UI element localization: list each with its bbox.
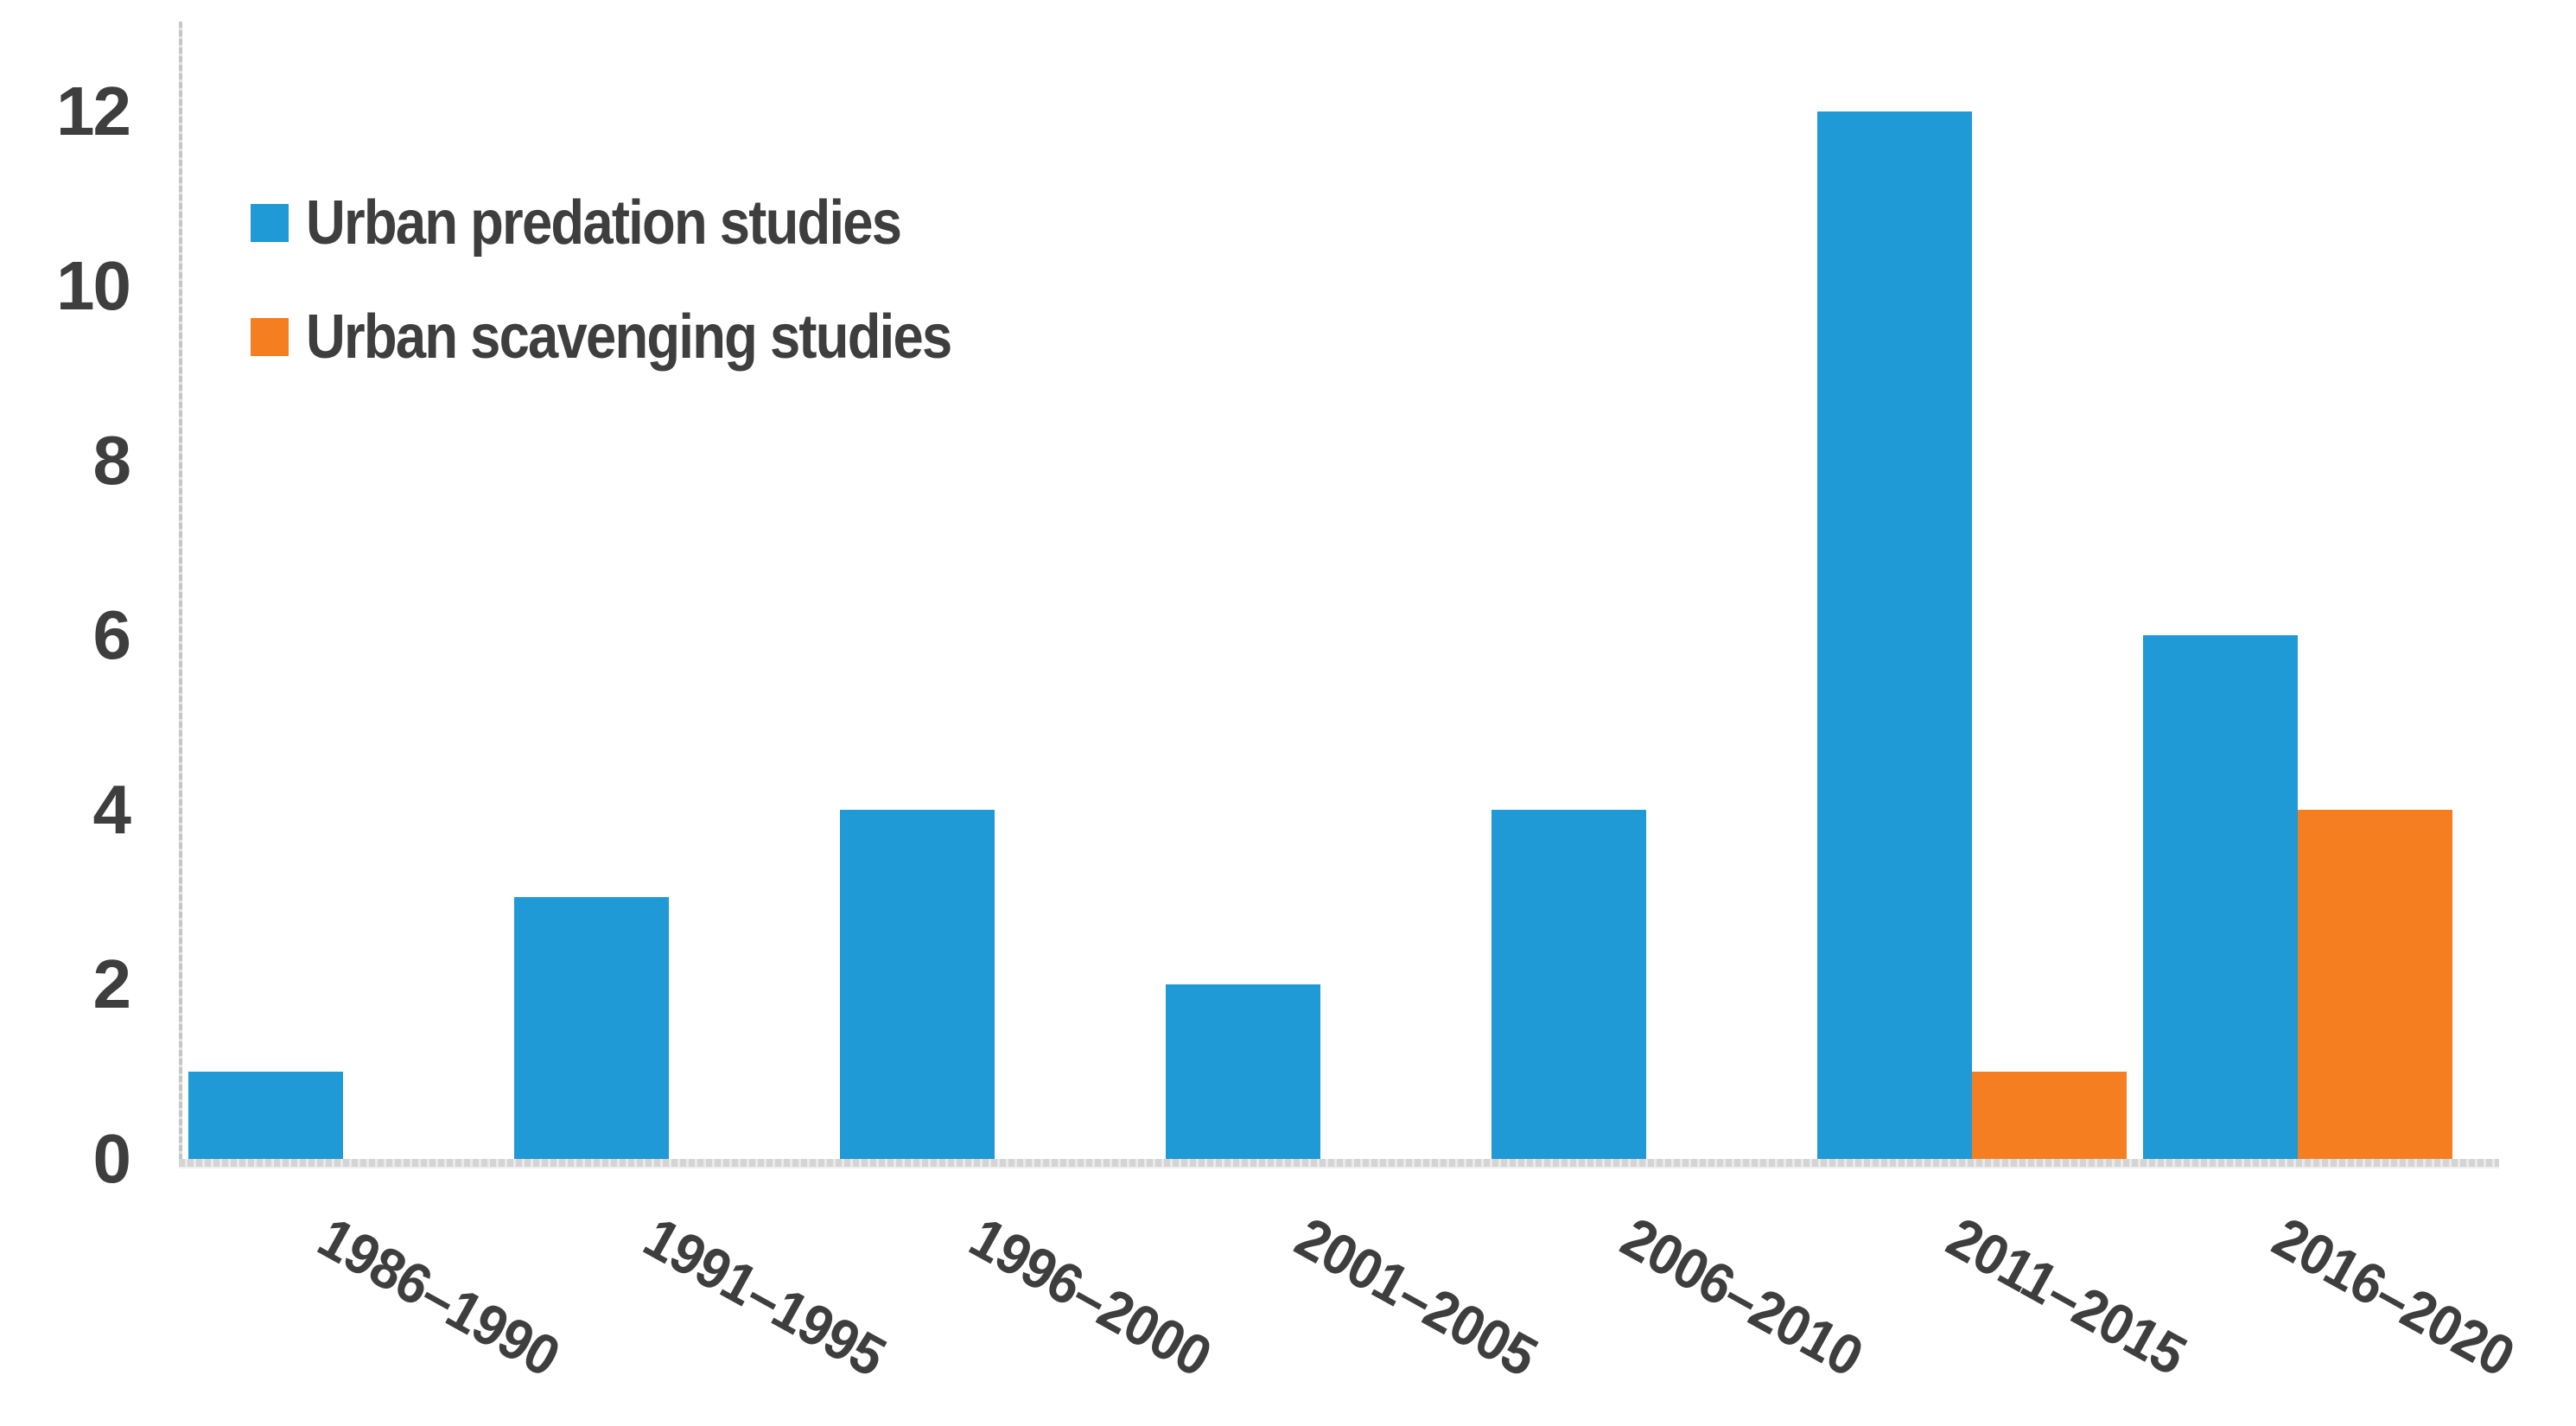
predation-bar <box>840 810 995 1159</box>
legend-label-predation: Urban predation studies <box>306 188 902 258</box>
legend-item-predation: Urban predation studies <box>251 188 1039 258</box>
legend-swatch-scavenging <box>251 318 289 356</box>
x-tick-label: 2006–2010 <box>1611 1204 1873 1389</box>
scavenging-bar <box>1972 1072 2127 1159</box>
y-tick-label: 2 <box>92 945 132 1022</box>
x-tick-label: 1986–1990 <box>308 1204 570 1389</box>
y-axis-line <box>179 22 182 1167</box>
x-tick-label: 1996–2000 <box>959 1204 1222 1389</box>
legend-item-scavenging: Urban scavenging studies <box>251 302 1039 372</box>
y-tick-label: 10 <box>56 247 131 324</box>
x-tick-label: 2001–2005 <box>1285 1204 1548 1389</box>
y-tick-label: 6 <box>92 596 132 673</box>
y-tick-label: 4 <box>92 771 132 848</box>
legend-swatch-predation <box>251 204 289 242</box>
x-tick-label: 1991–1995 <box>633 1204 896 1389</box>
predation-bar <box>2143 635 2298 1159</box>
predation-bar <box>1492 810 1646 1159</box>
y-tick-label: 12 <box>56 73 131 150</box>
legend-label-scavenging: Urban scavenging studies <box>306 302 952 372</box>
predation-bar <box>514 897 669 1159</box>
x-tick-label: 2011–2015 <box>1937 1204 2197 1387</box>
legend: Urban predation studies Urban scavenging… <box>251 188 1039 429</box>
y-tick-label: 0 <box>92 1120 132 1197</box>
x-tick-label: 2016–2020 <box>2262 1204 2525 1389</box>
predation-bar <box>1817 111 1972 1159</box>
predation-bar <box>1166 984 1320 1159</box>
predation-bar <box>188 1072 343 1159</box>
y-tick-label: 8 <box>92 422 132 499</box>
x-axis-line <box>179 1159 2499 1168</box>
scavenging-bar <box>2298 810 2452 1159</box>
